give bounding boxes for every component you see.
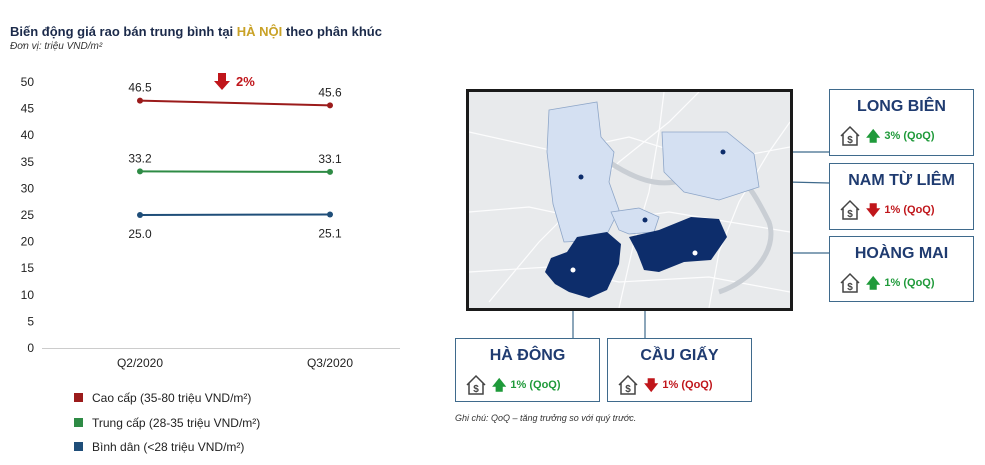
- chart-title: Biến động giá rao bán trung bình tại HÀ …: [10, 24, 382, 39]
- house-dollar-icon: $: [466, 374, 486, 395]
- district-name: HOÀNG MAI: [854, 245, 949, 262]
- district-box-cau-giay: CẦU GIẤY $ 🡇 1% (QoQ): [607, 338, 752, 402]
- price-line-chart: 0 5 10 15 20 25 30 35 40 45 50 Q2/2020 Q3/2020 46.5 45…: [21, 73, 400, 370]
- legend-label-trung-cap: Trung cấp (28-35 triệu VND/m²): [92, 416, 261, 430]
- region-nam-tu-liem: [546, 101, 620, 243]
- region-long-bien: [661, 131, 760, 201]
- svg-text:$: $: [847, 282, 853, 293]
- district-box-ha-dong: HÀ ĐÔNG $ 🡅 1% (QoQ): [455, 338, 600, 402]
- legend-label-cao-cap: Cao cấp (35-80 triệu VND/m²): [92, 391, 252, 405]
- y-tick-label: 20: [21, 235, 35, 249]
- legend-item-binh-dan: Bình dân (<28 triệu VND/m²): [74, 440, 244, 454]
- title-highlight: HÀ NỘI: [236, 24, 283, 39]
- data-label: 25.0: [128, 227, 152, 241]
- house-dollar-icon: $: [840, 272, 860, 293]
- data-label: 25.1: [318, 226, 342, 240]
- series-line: [139, 99, 331, 107]
- y-tick-label: 25: [21, 208, 35, 222]
- data-point: [327, 168, 333, 175]
- data-point: [137, 97, 143, 104]
- district-name: NAM TỪ LIÊM: [848, 172, 955, 189]
- y-tick-label: 45: [21, 102, 35, 116]
- hanoi-map-graphic: [469, 92, 790, 308]
- legend-item-cao-cap: Cao cấp (35-80 triệu VND/m²): [74, 391, 251, 405]
- y-tick-label: 10: [21, 288, 35, 302]
- up-arrow-icon: 🡅: [866, 128, 881, 144]
- y-tick-label: 30: [21, 181, 35, 195]
- region-hoang-mai: [629, 217, 727, 272]
- down-arrow-icon: 🡇: [866, 202, 881, 218]
- up-arrow-icon: 🡅: [866, 275, 881, 291]
- y-tick-label: 15: [21, 261, 35, 275]
- y-tick-label: 35: [21, 155, 35, 169]
- district-change: 1% (QoQ): [884, 204, 935, 216]
- data-label: 33.1: [318, 152, 342, 166]
- svg-text:$: $: [625, 384, 631, 395]
- district-change: 1% (QoQ): [884, 277, 935, 289]
- data-label: 45.6: [318, 85, 342, 99]
- house-dollar-icon: $: [840, 125, 860, 146]
- title-prefix: Biến động giá rao bán trung bình tại: [10, 24, 237, 39]
- district-box-nam-tu-liem: NAM TỪ LIÊM $ 🡇 1% (QoQ): [829, 163, 974, 230]
- x-tick-label: Q3/2020: [307, 356, 353, 370]
- down-arrow-icon: [214, 73, 230, 90]
- house-dollar-icon: $: [618, 374, 638, 395]
- data-point: [327, 102, 333, 109]
- data-label: 46.5: [128, 81, 152, 95]
- series-line: [139, 213, 331, 216]
- district-box-hoang-mai: HOÀNG MAI $ 🡅 1% (QoQ): [829, 236, 974, 302]
- svg-text:$: $: [473, 384, 479, 395]
- legend-swatch-trung-cap: [74, 418, 83, 428]
- series-line: [139, 170, 331, 173]
- district-name: CẦU GIẤY: [640, 347, 719, 364]
- title-suffix: theo phân khúc: [282, 24, 382, 39]
- data-point: [137, 168, 143, 175]
- change-annotation: 2%: [236, 74, 255, 89]
- hanoi-map: [466, 89, 793, 311]
- y-tick-label: 50: [21, 75, 35, 89]
- house-dollar-icon: $: [840, 199, 860, 220]
- svg-text:$: $: [847, 135, 853, 146]
- y-tick-label: 40: [21, 128, 35, 142]
- chart-unit: Đơn vị: triệu VND/m²: [10, 41, 103, 52]
- legend-item-trung-cap: Trung cấp (28-35 triệu VND/m²): [74, 416, 260, 430]
- legend-swatch-binh-dan: [74, 442, 83, 452]
- region-ha-dong: [545, 232, 621, 298]
- legend-label-binh-dan: Bình dân (<28 triệu VND/m²): [92, 440, 245, 454]
- data-point: [137, 212, 143, 218]
- svg-text:$: $: [847, 209, 853, 220]
- data-point: [327, 211, 333, 218]
- district-name: LONG BIÊN: [857, 98, 946, 115]
- y-tick-label: 5: [27, 314, 34, 328]
- y-tick-label: 0: [27, 341, 34, 355]
- district-change: 3% (QoQ): [884, 130, 935, 142]
- up-arrow-icon: 🡅: [492, 377, 507, 393]
- x-tick-label: Q2/2020: [117, 356, 163, 370]
- district-change: 1% (QoQ): [662, 379, 713, 391]
- legend-swatch-cao-cap: [74, 393, 83, 403]
- district-change: 1% (QoQ): [510, 379, 561, 391]
- district-box-long-bien: LONG BIÊN $ 🡅 3% (QoQ): [829, 89, 974, 156]
- district-name: HÀ ĐÔNG: [489, 347, 566, 364]
- data-label: 33.2: [128, 151, 152, 165]
- footnote: Ghi chú: QoQ – tăng trưởng so với quý tr…: [455, 413, 637, 423]
- down-arrow-icon: 🡇: [644, 377, 659, 393]
